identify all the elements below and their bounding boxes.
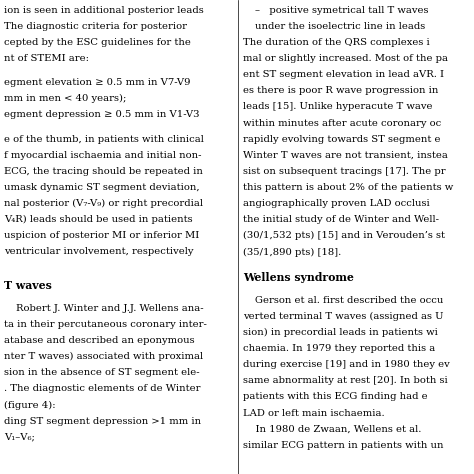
Text: egment depression ≥ 0.5 mm in V1-V3: egment depression ≥ 0.5 mm in V1-V3 [4, 110, 199, 119]
Text: Winter T waves are not transient, instea: Winter T waves are not transient, instea [243, 151, 447, 160]
Text: ventricular involvement, respectively: ventricular involvement, respectively [4, 247, 193, 256]
Text: angiographically proven LAD occlusi: angiographically proven LAD occlusi [243, 199, 429, 208]
Text: mal or slightly increased. Most of the pa: mal or slightly increased. Most of the p… [243, 54, 447, 63]
Text: ion is seen in additional posterior leads: ion is seen in additional posterior lead… [4, 6, 203, 15]
Text: V₁–V₆;: V₁–V₆; [4, 433, 35, 442]
Text: LAD or left main ischaemia.: LAD or left main ischaemia. [243, 409, 384, 418]
Text: patients with this ECG finding had e: patients with this ECG finding had e [243, 392, 428, 401]
Text: leads [15]. Unlike hyperacute T wave: leads [15]. Unlike hyperacute T wave [243, 102, 432, 111]
Text: . The diagnostic elements of de Winter: . The diagnostic elements of de Winter [4, 384, 201, 393]
Text: nt of STEMI are:: nt of STEMI are: [4, 54, 89, 63]
Text: Robert J. Winter and J.J. Wellens ana-: Robert J. Winter and J.J. Wellens ana- [16, 304, 203, 313]
Text: mm in men < 40 years);: mm in men < 40 years); [4, 94, 126, 103]
Text: (figure 4):: (figure 4): [4, 401, 55, 410]
Text: the initial study of de Winter and Well-: the initial study of de Winter and Well- [243, 215, 439, 224]
Text: The duration of the QRS complexes i: The duration of the QRS complexes i [243, 38, 429, 47]
Text: this pattern is about 2% of the patients w: this pattern is about 2% of the patients… [243, 183, 453, 192]
Text: e of the thumb, in patients with clinical: e of the thumb, in patients with clinica… [4, 135, 204, 144]
Text: Wellens syndrome: Wellens syndrome [243, 272, 354, 283]
Text: within minutes after acute coronary oc: within minutes after acute coronary oc [243, 118, 441, 128]
Text: sion in the absence of ST segment ele-: sion in the absence of ST segment ele- [4, 368, 200, 377]
Text: uspicion of posterior MI or inferior MI: uspicion of posterior MI or inferior MI [4, 231, 199, 240]
Text: ta in their percutaneous coronary inter-: ta in their percutaneous coronary inter- [4, 320, 207, 329]
Text: sist on subsequent tracings [17]. The pr: sist on subsequent tracings [17]. The pr [243, 167, 445, 176]
Text: ECG, the tracing should be repeated in: ECG, the tracing should be repeated in [4, 167, 203, 176]
Text: under the isoelectric line in leads: under the isoelectric line in leads [255, 22, 425, 31]
Text: atabase and described an eponymous: atabase and described an eponymous [4, 336, 194, 345]
Text: umask dynamic ST segment deviation,: umask dynamic ST segment deviation, [4, 183, 200, 192]
Text: Gerson et al. first described the occu: Gerson et al. first described the occu [255, 296, 443, 305]
Text: es there is poor R wave progression in: es there is poor R wave progression in [243, 86, 438, 95]
Text: f myocardial ischaemia and initial non-: f myocardial ischaemia and initial non- [4, 151, 201, 160]
Text: In 1980 de Zwaan, Wellens et al.: In 1980 de Zwaan, Wellens et al. [243, 425, 421, 434]
Text: V₄R) leads should be used in patients: V₄R) leads should be used in patients [4, 215, 192, 224]
Text: similar ECG pattern in patients with un: similar ECG pattern in patients with un [243, 441, 443, 450]
Text: sion) in precordial leads in patients wi: sion) in precordial leads in patients wi [243, 328, 438, 337]
Text: same abnormality at rest [20]. In both si: same abnormality at rest [20]. In both s… [243, 376, 447, 385]
Text: egment elevation ≥ 0.5 mm in V7-V9: egment elevation ≥ 0.5 mm in V7-V9 [4, 78, 190, 87]
Text: nter T waves) associated with proximal: nter T waves) associated with proximal [4, 352, 203, 361]
Text: verted terminal T waves (assigned as U: verted terminal T waves (assigned as U [243, 312, 443, 321]
Text: –   positive symetrical tall T waves: – positive symetrical tall T waves [255, 6, 428, 15]
Text: (35/1,890 pts) [18].: (35/1,890 pts) [18]. [243, 247, 341, 256]
Text: (30/1,532 pts) [15] and in Verouden’s st: (30/1,532 pts) [15] and in Verouden’s st [243, 231, 445, 240]
Text: ding ST segment depression >1 mm in: ding ST segment depression >1 mm in [4, 417, 201, 426]
Text: cepted by the ESC guidelines for the: cepted by the ESC guidelines for the [4, 38, 191, 47]
Text: nal posterior (V₇-V₉) or right precordial: nal posterior (V₇-V₉) or right precordia… [4, 199, 203, 208]
Text: rapidly evolving towards ST segment e: rapidly evolving towards ST segment e [243, 135, 440, 144]
Text: The diagnostic criteria for posterior: The diagnostic criteria for posterior [4, 22, 187, 31]
Text: during exercise [19] and in 1980 they ev: during exercise [19] and in 1980 they ev [243, 360, 449, 369]
Text: chaemia. In 1979 they reported this a: chaemia. In 1979 they reported this a [243, 344, 435, 353]
Text: ent ST segment elevation in lead aVR. I: ent ST segment elevation in lead aVR. I [243, 70, 444, 79]
Text: T waves: T waves [4, 280, 52, 291]
